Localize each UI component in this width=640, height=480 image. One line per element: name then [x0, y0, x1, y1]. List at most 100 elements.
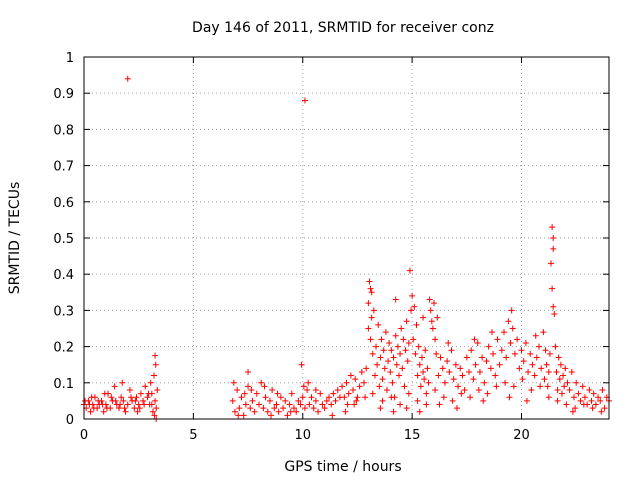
data-point	[261, 383, 268, 390]
data-point	[275, 408, 282, 415]
data-point	[589, 405, 596, 412]
data-point	[377, 354, 384, 361]
data-point	[367, 336, 374, 343]
data-point	[406, 267, 413, 274]
data-point	[403, 318, 410, 325]
data-point	[304, 387, 311, 394]
y-tick-label: 0	[66, 413, 74, 428]
data-point	[361, 379, 367, 386]
data-point	[527, 350, 534, 357]
data-point	[326, 394, 332, 401]
data-point	[496, 361, 503, 368]
data-point	[581, 394, 588, 401]
data-point	[374, 361, 381, 368]
data-point	[519, 376, 526, 383]
data-point	[509, 325, 516, 332]
data-point	[592, 401, 599, 408]
data-point	[532, 332, 539, 339]
data-point	[131, 405, 138, 412]
data-point	[552, 343, 559, 350]
data-point	[240, 412, 247, 419]
data-point	[558, 390, 565, 397]
data-point	[119, 379, 126, 386]
data-point	[152, 352, 159, 359]
data-point	[474, 339, 481, 346]
data-point	[586, 387, 593, 394]
data-point	[544, 383, 551, 390]
data-point	[88, 394, 95, 401]
data-point	[425, 379, 432, 386]
data-point	[523, 397, 530, 404]
data-point	[421, 376, 428, 383]
data-point	[297, 401, 304, 408]
data-point	[528, 387, 535, 394]
data-point	[516, 365, 523, 372]
data-point	[388, 394, 395, 401]
data-point	[483, 358, 490, 365]
data-point	[103, 405, 110, 412]
data-point	[111, 383, 118, 390]
data-point	[396, 372, 402, 379]
data-point	[416, 408, 423, 415]
data-point	[136, 405, 143, 412]
data-point	[351, 401, 358, 408]
data-point	[598, 408, 605, 415]
data-point	[556, 376, 563, 383]
data-point	[520, 358, 527, 365]
data-point	[141, 401, 148, 408]
data-point	[405, 339, 412, 346]
data-point	[461, 387, 468, 394]
data-point	[553, 368, 560, 375]
data-point	[554, 397, 561, 404]
data-point	[427, 307, 434, 314]
data-point	[413, 321, 420, 328]
data-point	[541, 376, 548, 383]
data-point	[99, 401, 106, 408]
data-point	[390, 408, 397, 415]
data-point	[120, 397, 127, 404]
data-point	[414, 397, 421, 404]
data-point	[492, 372, 499, 379]
data-point	[579, 383, 586, 390]
data-point	[133, 394, 140, 401]
data-point	[341, 394, 348, 401]
data-point	[295, 397, 302, 404]
data-point	[248, 387, 255, 394]
data-point	[332, 397, 339, 404]
data-point	[380, 347, 387, 354]
data-point	[571, 394, 577, 401]
data-point	[116, 405, 122, 412]
data-point	[274, 390, 281, 397]
data-point	[245, 368, 252, 375]
y-axis-label: SRMTID / TECUs	[7, 182, 23, 295]
data-point	[494, 336, 501, 343]
data-point	[365, 325, 372, 332]
data-point	[446, 368, 453, 375]
x-tick-label: 10	[294, 428, 311, 443]
data-point	[280, 405, 287, 412]
data-point	[151, 412, 158, 419]
data-point	[291, 405, 297, 412]
data-point	[363, 365, 370, 372]
data-point	[481, 379, 488, 386]
data-point	[358, 368, 365, 375]
data-point	[245, 383, 252, 390]
data-point	[122, 408, 129, 415]
data-point	[229, 397, 236, 404]
data-point	[548, 260, 555, 267]
y-tick-label: 0.7	[53, 160, 74, 175]
data-point	[397, 350, 404, 357]
data-point	[128, 394, 135, 401]
data-point	[153, 405, 160, 412]
data-point	[379, 397, 386, 404]
data-point	[448, 347, 455, 354]
data-point	[537, 383, 544, 390]
data-point	[269, 387, 276, 394]
data-point	[137, 390, 144, 397]
data-point	[339, 383, 346, 390]
data-point	[507, 339, 514, 346]
data-point	[543, 361, 550, 368]
data-point	[152, 361, 159, 368]
data-point	[449, 397, 456, 404]
data-point	[392, 332, 399, 339]
